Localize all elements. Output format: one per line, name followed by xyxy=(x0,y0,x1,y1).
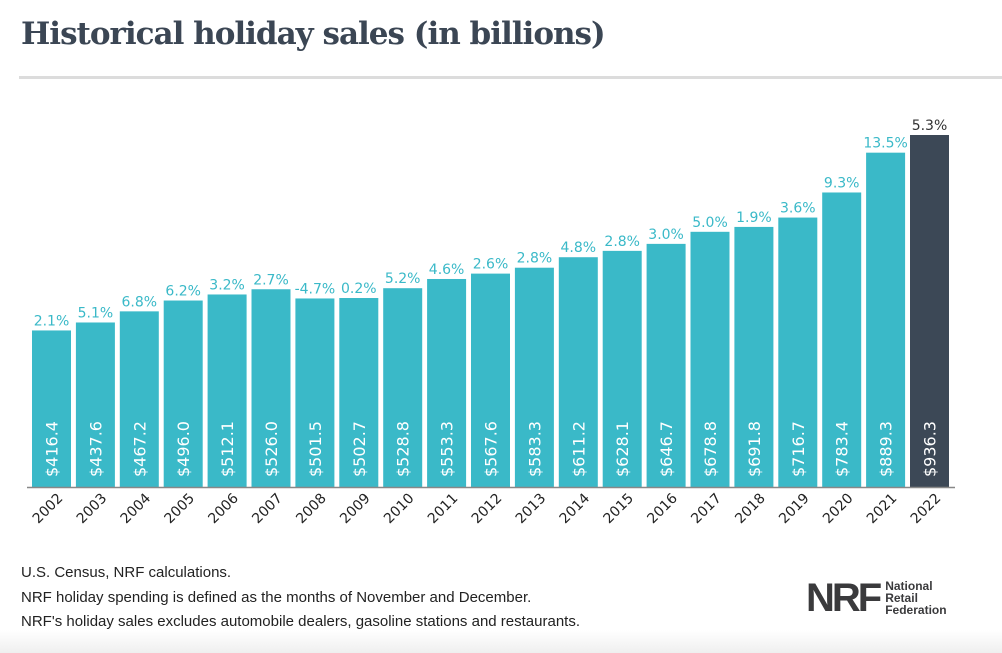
value-label: $716.7 xyxy=(789,421,808,477)
definition-note: NRF holiday spending is defined as the m… xyxy=(21,589,532,606)
year-label: 2003 xyxy=(74,491,111,528)
growth-label: 2.8% xyxy=(604,234,640,250)
year-label: 2022 xyxy=(908,491,945,528)
bar-2007 xyxy=(251,289,291,487)
value-label: $567.6 xyxy=(482,421,501,477)
growth-label: 4.6% xyxy=(429,262,465,278)
logo-line: Federation xyxy=(885,603,947,617)
growth-label: 5.3% xyxy=(912,118,948,134)
bottom-fade xyxy=(0,630,1002,653)
chart-title: Historical holiday sales (in billions) xyxy=(21,16,606,52)
bar-2019 xyxy=(778,217,818,487)
year-label: 2017 xyxy=(688,491,725,528)
value-label: $526.0 xyxy=(262,421,281,477)
value-label: $628.1 xyxy=(613,421,632,477)
year-label: 2002 xyxy=(30,491,67,528)
growth-label: 2.8% xyxy=(517,251,553,267)
bar-2004 xyxy=(119,311,159,487)
growth-label: -4.7% xyxy=(295,281,336,297)
bar-2018 xyxy=(734,226,774,487)
bar-2009 xyxy=(339,298,379,487)
bar-2012 xyxy=(471,273,510,487)
logo-text: National Retail Federation xyxy=(885,580,946,616)
value-label: $467.2 xyxy=(130,421,149,477)
logo-mark: NRF xyxy=(806,576,882,620)
year-label: 2008 xyxy=(293,491,330,528)
year-label: 2018 xyxy=(732,491,769,528)
growth-label: 1.9% xyxy=(736,210,772,226)
year-label: 2016 xyxy=(644,490,681,527)
year-label: 2012 xyxy=(469,491,506,528)
value-label: $678.8 xyxy=(701,421,720,477)
growth-label: 5.1% xyxy=(78,305,114,321)
growth-label: 0.2% xyxy=(341,281,377,297)
bar-2010 xyxy=(383,288,423,487)
bar-2011 xyxy=(427,278,467,487)
logo-line: National xyxy=(885,579,933,593)
bar-2020 xyxy=(822,192,862,488)
bar-2002 xyxy=(32,330,71,487)
source-note: U.S. Census, NRF calculations. xyxy=(21,564,232,581)
growth-label: 9.3% xyxy=(824,175,860,191)
year-label: 2021 xyxy=(864,491,901,528)
bar-2017 xyxy=(690,231,730,487)
value-label: $583.3 xyxy=(525,421,544,477)
growth-label: 2.6% xyxy=(473,257,509,273)
value-label: $501.5 xyxy=(306,421,325,477)
growth-label: 3.2% xyxy=(209,277,245,293)
year-label: 2011 xyxy=(425,491,462,528)
growth-label: 3.6% xyxy=(780,201,816,217)
year-label: 2014 xyxy=(557,490,594,527)
year-label: 2005 xyxy=(162,491,199,528)
value-label: $437.6 xyxy=(86,421,105,477)
growth-label: 2.7% xyxy=(253,272,289,288)
growth-label: 4.8% xyxy=(561,240,597,256)
year-label: 2004 xyxy=(118,490,155,527)
bar-2022 xyxy=(910,135,949,487)
bar-2008 xyxy=(295,298,335,487)
bar-2006 xyxy=(207,294,247,487)
nrf-logo: NRF National Retail Federation xyxy=(806,578,947,618)
bar-2005 xyxy=(163,300,203,487)
value-label: $416.4 xyxy=(43,421,62,477)
year-label: 2020 xyxy=(820,491,857,528)
growth-label: 5.0% xyxy=(692,215,728,231)
title-divider xyxy=(19,76,1002,79)
value-label: $502.7 xyxy=(350,421,369,477)
bar-2016 xyxy=(646,243,686,487)
value-label: $553.3 xyxy=(438,421,457,477)
year-label: 2006 xyxy=(205,490,242,527)
logo-line: Retail xyxy=(885,591,918,605)
value-label: $496.0 xyxy=(174,421,193,477)
growth-label: 13.5% xyxy=(863,136,907,152)
bar-chart: $416.4 2.1% 2002 $437.6 5.1% 2003 $467.2 6.8% 20… xyxy=(27,118,955,528)
year-label: 2019 xyxy=(776,491,813,528)
year-label: 2007 xyxy=(249,491,286,528)
bar-2021 xyxy=(866,152,906,487)
value-label: $936.3 xyxy=(921,421,940,477)
growth-label: 5.2% xyxy=(385,271,421,287)
value-label: $611.2 xyxy=(569,421,588,477)
growth-label: 3.0% xyxy=(648,227,684,243)
value-label: $528.8 xyxy=(394,421,413,477)
year-label: 2015 xyxy=(601,491,638,528)
bar-2003 xyxy=(75,322,115,487)
exclusion-note: NRF's holiday sales excludes automobile … xyxy=(21,613,580,630)
bar-2015 xyxy=(602,250,642,487)
growth-label: 6.2% xyxy=(165,284,201,300)
value-label: $691.8 xyxy=(745,421,764,477)
value-label: $646.7 xyxy=(657,421,676,477)
year-label: 2009 xyxy=(337,491,374,528)
value-label: $512.1 xyxy=(218,421,237,477)
bar-2013 xyxy=(514,267,554,487)
year-label: 2010 xyxy=(381,491,418,528)
growth-label: 2.1% xyxy=(34,313,70,329)
value-label: $889.3 xyxy=(877,421,896,477)
year-label: 2013 xyxy=(513,491,550,528)
value-label: $783.4 xyxy=(833,421,852,477)
bar-2014 xyxy=(558,257,598,487)
growth-label: 6.8% xyxy=(122,294,158,310)
